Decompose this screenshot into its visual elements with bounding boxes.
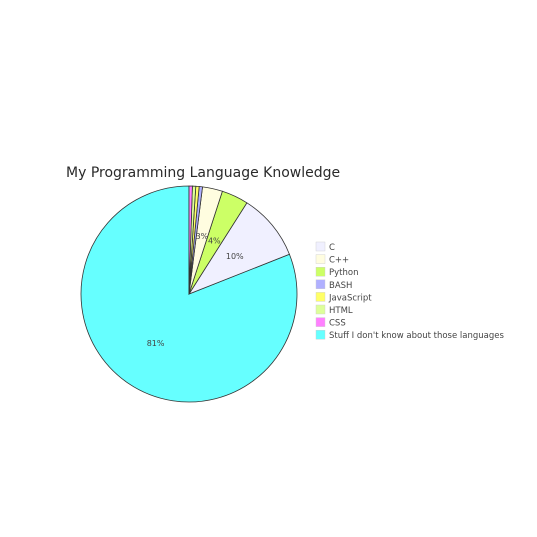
- legend-label: C: [329, 243, 335, 253]
- legend-label: JavaScript: [328, 293, 372, 303]
- legend-swatch: [316, 242, 325, 251]
- legend-swatch: [316, 318, 325, 327]
- chart-title: My Programming Language Knowledge: [66, 165, 340, 181]
- legend-label: CSS: [329, 319, 346, 329]
- slice-label: 10%: [226, 252, 244, 261]
- legend-label: BASH: [329, 281, 352, 291]
- legend-label: Stuff I don't know about those languages: [329, 331, 504, 341]
- pie-slices: [81, 186, 297, 402]
- slice-label: 4%: [208, 236, 221, 245]
- legend: C C++ Python BASH JavaScript HTML CSS Stuff I d…: [316, 242, 504, 341]
- legend-swatch: [316, 292, 325, 301]
- legend-label: C++: [329, 256, 349, 266]
- legend-swatch: [316, 255, 325, 264]
- slice-label: 81%: [147, 339, 165, 348]
- legend-label: HTML: [329, 306, 353, 316]
- legend-label: Python: [329, 268, 358, 278]
- legend-swatch: [316, 280, 325, 289]
- legend-swatch: [316, 330, 325, 339]
- slice-label: 3%: [196, 232, 209, 241]
- legend-swatch: [316, 267, 325, 276]
- legend-swatch: [316, 305, 325, 314]
